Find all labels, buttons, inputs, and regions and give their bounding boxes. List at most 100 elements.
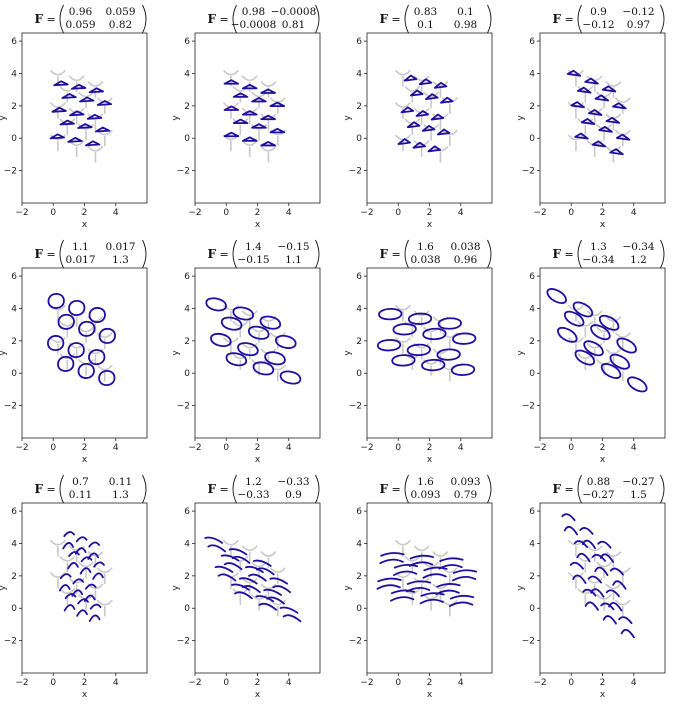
title-equals: = (220, 13, 229, 26)
matrix-right-paren (142, 474, 147, 504)
axes-frame (21, 32, 148, 204)
y-tick-label: 4 (356, 69, 362, 79)
matrix-entry-12: −0.33 (277, 476, 309, 488)
deformed-motif (269, 127, 286, 134)
deformed-motif (436, 128, 451, 136)
deformed-motif (51, 106, 67, 113)
reference-motif (423, 594, 439, 611)
deformed-motif (74, 536, 88, 555)
title-symbol: F (208, 482, 217, 496)
x-tick-label: 0 (50, 443, 56, 453)
y-tick-label: 0 (529, 134, 535, 144)
x-axis-label: x (427, 220, 433, 230)
matrix-right-paren (487, 474, 492, 504)
deformed-motif (598, 125, 613, 133)
x-tick-label: 0 (395, 208, 401, 218)
y-tick-label: 0 (11, 134, 17, 144)
matrix-right-paren (315, 239, 320, 269)
deformed-motif (422, 327, 447, 341)
deformed-motif (599, 314, 620, 331)
title-symbol: F (380, 482, 389, 496)
x-axis-label: x (427, 455, 433, 465)
matrix-entry-21: −0.15 (237, 254, 269, 266)
reference-motif (78, 561, 94, 579)
plot-area (49, 69, 113, 163)
plot-area (566, 69, 631, 163)
deformed-motif (220, 316, 243, 331)
reference-motif (241, 107, 258, 125)
plot-area (376, 304, 477, 382)
reference-motif (413, 140, 430, 157)
deformed-motif (412, 141, 427, 149)
y-tick-label: −2 (177, 637, 190, 647)
matrix-entry-12: −0.15 (277, 241, 309, 253)
reference-motif (223, 539, 239, 557)
y-axis-label: y (171, 115, 181, 121)
matrix-right-paren (487, 239, 492, 269)
matrix-entry-21: 0.059 (65, 19, 95, 31)
reference-motif (87, 146, 104, 163)
deformed-motif (252, 361, 275, 376)
reference-motif (432, 146, 449, 163)
reference-motif (395, 304, 411, 322)
deformed-motif (376, 577, 402, 590)
title-equals: = (392, 13, 401, 26)
y-tick-label: 6 (184, 507, 190, 517)
deformed-motif (88, 307, 106, 324)
reference-motif (586, 545, 603, 563)
reference-motif (442, 129, 458, 147)
x-tick-label: 2 (427, 443, 433, 453)
x-tick-label: 4 (286, 443, 292, 453)
plot-area (204, 536, 302, 623)
deformed-motif (564, 310, 585, 327)
y-tick-label: −2 (349, 402, 362, 412)
x-tick-label: 0 (395, 678, 401, 688)
matrix-entry-22: 0.98 (454, 19, 477, 31)
x-tick-label: 2 (600, 678, 606, 688)
title-symbol: F (553, 12, 562, 26)
x-tick-label: −2 (533, 678, 546, 688)
matrix-entry-21: −0.33 (237, 489, 269, 501)
x-tick-label: −2 (360, 678, 373, 688)
reference-motif (413, 577, 430, 595)
deformed-motif (259, 315, 282, 330)
reference-motif (241, 342, 258, 360)
deformed-motif (574, 349, 595, 366)
y-tick-label: 6 (11, 507, 17, 517)
reference-motif (615, 599, 631, 617)
deformed-motif (241, 83, 258, 90)
plot-area (376, 539, 478, 617)
deformed-motif (279, 370, 302, 385)
deformed-motif (415, 110, 430, 117)
deformed-motif (582, 588, 599, 611)
x-tick-label: 0 (50, 678, 56, 688)
deformed-motif (403, 74, 418, 82)
x-tick-label: −2 (15, 678, 28, 688)
matrix-entry-22: 0.96 (454, 254, 478, 266)
deformed-motif (71, 83, 87, 90)
deformed-motif (98, 370, 116, 387)
deformed-motif (577, 86, 592, 94)
y-axis-label: y (343, 350, 353, 356)
matrix-entry-12: 0.1 (457, 6, 474, 18)
plot-area (50, 531, 113, 622)
y-tick-label: 0 (184, 604, 190, 614)
deformed-motif (264, 351, 286, 366)
deformed-motif (225, 352, 248, 367)
x-tick-label: 4 (458, 678, 464, 688)
y-tick-label: 6 (529, 507, 535, 517)
matrix-left-paren (59, 4, 64, 34)
y-axis-label: y (171, 350, 181, 356)
matrix-right-paren (660, 4, 665, 34)
deformed-motif (437, 317, 462, 330)
y-tick-label: −2 (349, 167, 362, 177)
reference-motif (97, 129, 113, 147)
deformed-motif (390, 589, 416, 602)
matrix-entry-11: 0.7 (72, 476, 89, 488)
title-equals: = (47, 13, 56, 26)
plot-area (561, 513, 635, 639)
